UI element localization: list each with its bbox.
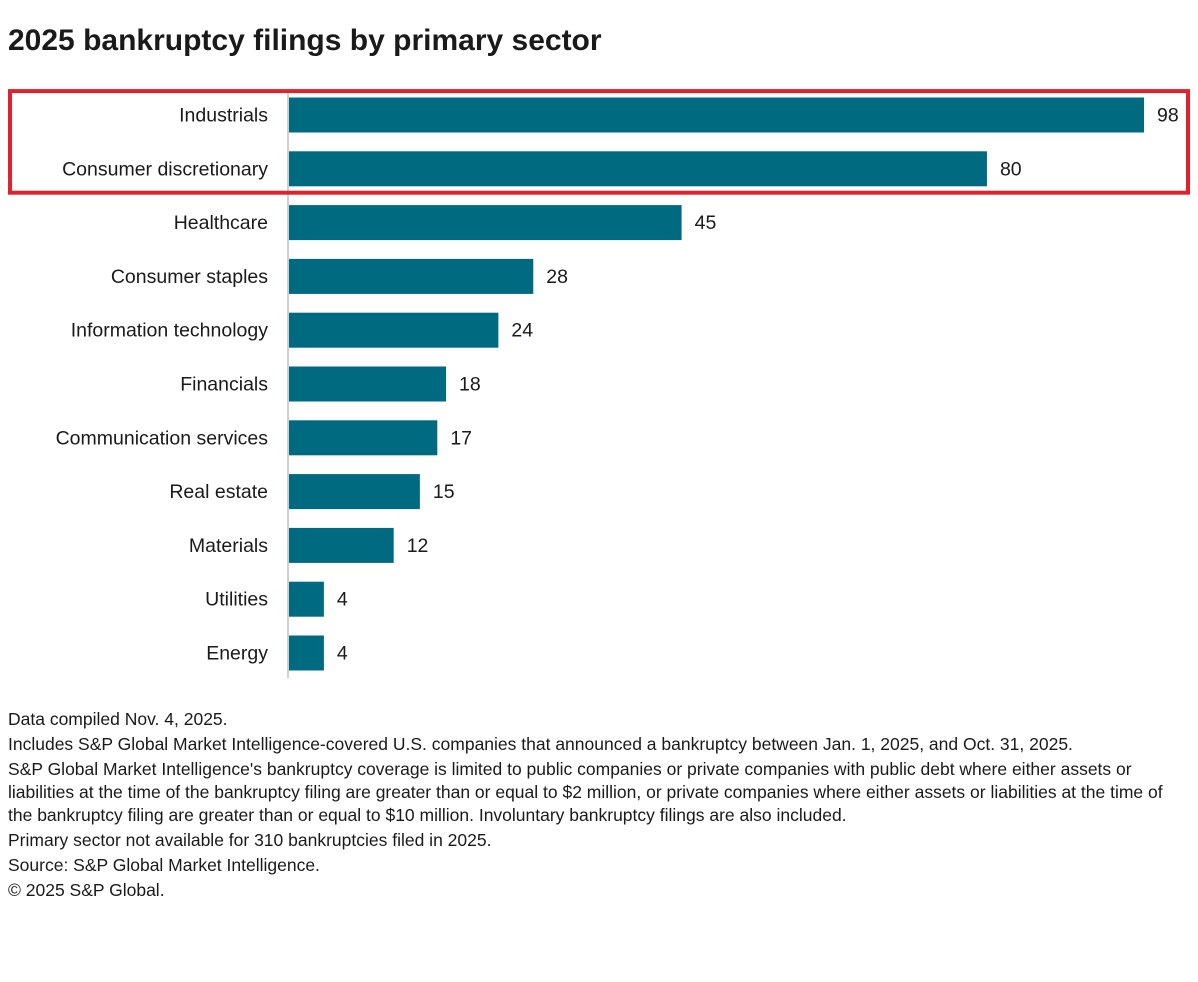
category-label-materials: Materials	[189, 535, 268, 557]
value-label-energy: 4	[337, 643, 348, 665]
value-label-real-estate: 15	[433, 481, 455, 503]
bar-financials	[289, 366, 447, 402]
note-sector-unavailable: Primary sector not available for 310 ban…	[8, 830, 492, 850]
category-label-industrials: Industrials	[179, 105, 268, 127]
note-coverage-scope: S&P Global Market Intelligence's bankrup…	[8, 759, 1163, 825]
bar-communication-services	[289, 420, 438, 456]
bar-consumer-staples	[289, 258, 534, 294]
note-source: Source: S&P Global Market Intelligence.	[8, 855, 320, 875]
note-copyright: © 2025 S&P Global.	[8, 880, 165, 900]
value-label-financials: 18	[459, 374, 481, 396]
category-label-financials: Financials	[180, 374, 268, 396]
bar-real-estate	[289, 474, 420, 510]
note-coverage-period: Includes S&P Global Market Intelligence-…	[8, 734, 1073, 754]
bar-chart: Industrials 98 Consumer discretionary 80 Hea…	[8, 89, 1190, 678]
bar-utilities	[289, 581, 324, 617]
category-label-healthcare: Healthcare	[174, 212, 268, 234]
chart-notes: Data compiled Nov. 4, 2025. Includes S&P…	[8, 708, 1188, 904]
value-label-consumer-staples: 28	[546, 266, 568, 288]
bar-consumer-discretionary	[289, 151, 987, 187]
value-label-industrials: 98	[1157, 105, 1179, 127]
category-label-consumer-staples: Consumer staples	[111, 266, 268, 288]
bar-information-technology	[289, 312, 499, 348]
value-label-utilities: 4	[337, 589, 348, 611]
category-label-real-estate: Real estate	[169, 481, 268, 503]
note-compiled: Data compiled Nov. 4, 2025.	[8, 709, 228, 729]
category-label-information-technology: Information technology	[71, 320, 269, 342]
value-label-information-technology: 24	[511, 320, 533, 342]
category-label-communication-services: Communication services	[56, 427, 269, 449]
bar-industrials	[289, 97, 1144, 133]
bar-healthcare	[289, 205, 682, 241]
value-label-communication-services: 17	[450, 427, 472, 449]
category-label-utilities: Utilities	[205, 589, 268, 611]
category-label-consumer-discretionary: Consumer discretionary	[62, 158, 268, 180]
chart-title: 2025 bankruptcy filings by primary secto…	[8, 24, 602, 57]
category-label-energy: Energy	[206, 643, 268, 665]
bar-materials	[289, 527, 394, 563]
value-label-materials: 12	[407, 535, 429, 557]
value-label-healthcare: 45	[695, 212, 717, 234]
bar-energy	[289, 635, 324, 671]
highlight-box	[8, 89, 1190, 195]
value-label-consumer-discretionary: 80	[1000, 158, 1022, 180]
